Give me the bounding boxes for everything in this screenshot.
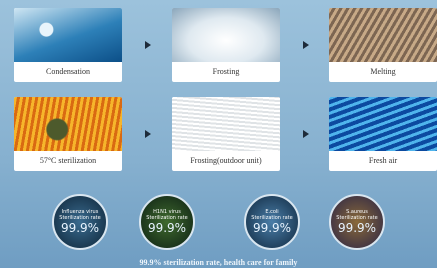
badge: H1N1 virus Sterilization rate 99.9% xyxy=(139,194,195,250)
badge-rate: 99.9% xyxy=(141,221,193,235)
step-label: Frosting xyxy=(172,62,280,82)
step-label: Frosting(outdoor unit) xyxy=(172,151,280,171)
step-card: Condensation xyxy=(14,8,122,82)
step-image xyxy=(329,8,437,62)
step-card: Frosting(outdoor unit) xyxy=(172,97,280,171)
step-image xyxy=(172,97,280,151)
page: Condensation Frosting Melting 57°C steri… xyxy=(0,0,443,273)
arrow xyxy=(145,130,151,138)
step-image xyxy=(14,8,122,62)
footer-caption: 99.9% sterilization rate, health care fo… xyxy=(0,258,437,267)
step-card: Frosting xyxy=(172,8,280,82)
step-label: 57°C sterilization xyxy=(14,151,122,171)
step-label: Melting xyxy=(329,62,437,82)
step-image xyxy=(172,8,280,62)
badge: E.coli Sterilization rate 99.9% xyxy=(244,194,300,250)
badge-rate: 99.9% xyxy=(331,221,383,235)
infographic: Condensation Frosting Melting 57°C steri… xyxy=(0,0,437,268)
badge-rate: 99.9% xyxy=(54,221,106,235)
badge: Influenza virus Sterilization rate 99.9% xyxy=(52,194,108,250)
step-image xyxy=(14,97,122,151)
arrow xyxy=(303,41,309,49)
badge: S.aureus Sterilization rate 99.9% xyxy=(329,194,385,250)
arrow xyxy=(303,130,309,138)
step-image xyxy=(329,97,437,151)
arrow xyxy=(145,41,151,49)
step-label: Fresh air xyxy=(329,151,437,171)
step-card: 57°C sterilization xyxy=(14,97,122,171)
badge-rate: 99.9% xyxy=(246,221,298,235)
step-label: Condensation xyxy=(14,62,122,82)
step-card: Fresh air xyxy=(329,97,437,171)
step-card: Melting xyxy=(329,8,437,82)
